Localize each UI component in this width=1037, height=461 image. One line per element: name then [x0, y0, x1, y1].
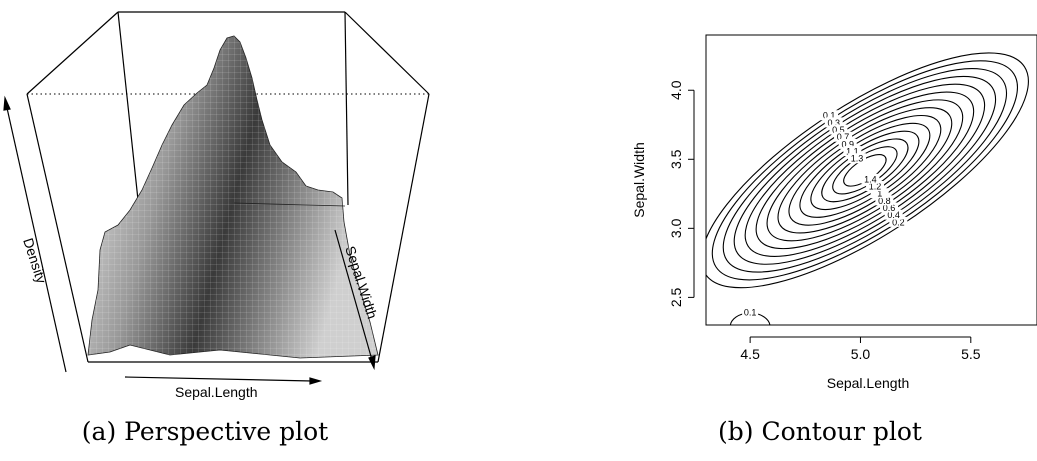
perspective-box: [26, 11, 430, 363]
contour-lines: [706, 52, 1029, 325]
contour-label-bg: [866, 181, 885, 192]
contour-label: 0.1: [744, 308, 757, 318]
contour-line: [711, 60, 1018, 281]
x-axis: 4.5 5.0 5.5: [740, 336, 981, 362]
y-tick-label: 3.5: [668, 149, 684, 169]
contour-label-bg: [875, 195, 894, 206]
contour-label-bg: [829, 124, 848, 135]
contour-label-bg: [843, 146, 862, 157]
contour-line: [832, 146, 898, 195]
contour-label: 0.3: [827, 118, 840, 128]
contour-line: [799, 122, 931, 218]
surface-inner-edge: [233, 202, 346, 207]
contour-label-bg: [824, 117, 843, 128]
contour-label-bg: [838, 138, 857, 149]
x-axis-label: Sepal.Length: [175, 384, 258, 400]
y-axis: 2.5 3.0 3.5 4.0: [668, 80, 695, 307]
axis-arrows: [3, 95, 376, 385]
contour-label: 0.8: [878, 196, 891, 206]
contour-label-bg: [880, 202, 899, 213]
contour-line: [733, 75, 997, 265]
contour-label-bg: [889, 216, 908, 227]
z-axis-label: Density: [20, 236, 50, 285]
x-tick-label: 5.5: [961, 346, 981, 362]
x-tick-label: 4.5: [740, 346, 760, 362]
contour-label: 0.1: [823, 111, 836, 121]
contour-line: [706, 52, 1029, 289]
contour-label: 0.2: [892, 217, 905, 227]
contour-line: [810, 130, 920, 211]
contour-label-bg: [834, 131, 853, 142]
perspective-plot: Sepal.Length Density Sepal.Width: [3, 11, 430, 400]
contour-label-bg: [742, 308, 759, 317]
contour-label: 0.5: [832, 125, 845, 135]
y-tick-label: 4.0: [668, 80, 684, 100]
y-tick-label: 3.0: [668, 218, 684, 238]
contour-label: 1.4: [864, 174, 877, 184]
contour-label-bg: [848, 153, 867, 164]
contour-y-axis-label: Sepal.Width: [631, 142, 647, 217]
caption-contour: (b) Contour plot: [718, 417, 922, 446]
contour-label: 1.1: [846, 147, 859, 157]
contour-label: 1.2: [869, 182, 882, 192]
density-surface: [87, 35, 379, 359]
contour-label: 1.3: [851, 154, 864, 164]
contour-line: [755, 91, 975, 250]
contour-label-bg: [884, 209, 903, 220]
contour-label: 0.6: [883, 203, 896, 213]
contour-line: [777, 107, 953, 234]
contour-label-bg: [870, 188, 889, 199]
contour-label: 1: [877, 189, 882, 199]
surface-mesh: [88, 36, 378, 358]
contour-labels: 0.1 0.2 0.3 0.4 0.5 0.6 0.7 0.8 0.9 1 1.1 1.2 1.31.4…: [742, 110, 908, 318]
contour-label-bg: [861, 173, 880, 184]
contour-line: [722, 68, 1008, 273]
contour-label: 0.4: [887, 210, 900, 220]
y-tick-label: 2.5: [668, 287, 684, 307]
contour-label: 0.7: [837, 132, 850, 142]
contour-label-bg: [820, 110, 839, 121]
contour-label: 0.9: [841, 139, 854, 149]
contour-plot: 0.1 0.2 0.3 0.4 0.5 0.6 0.7 0.8 0.9 1 1.1 1.2 1.31.4…: [631, 34, 1037, 391]
caption-perspective: (a) Perspective plot: [81, 417, 329, 446]
plot-frame: [705, 34, 1037, 326]
x-tick-label: 5.0: [851, 346, 871, 362]
contour-x-axis-label: Sepal.Length: [827, 375, 910, 391]
